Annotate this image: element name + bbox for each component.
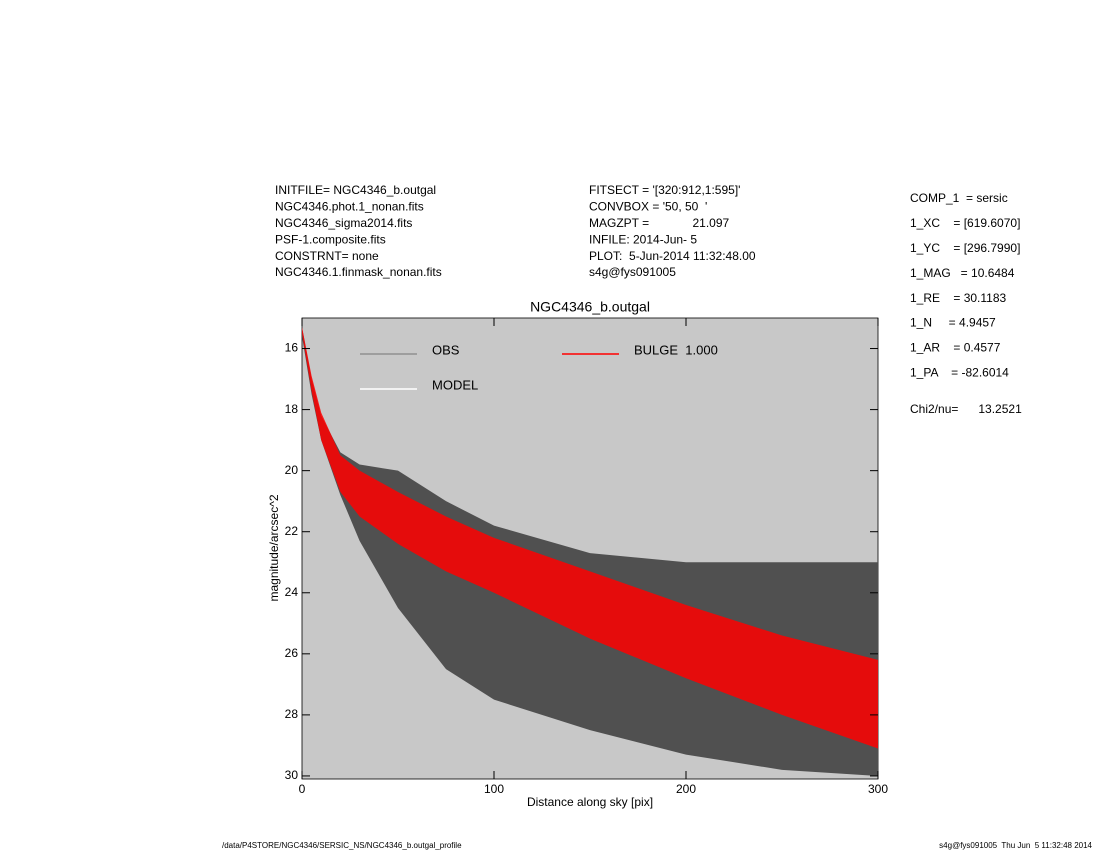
header-left-line: PSF-1.composite.fits: [275, 232, 386, 246]
header-middle-line: CONVBOX = '50, 50 ': [589, 200, 707, 214]
legend-label: MODEL: [432, 377, 478, 392]
footer-left: /data/P4STORE/NGC4346/SERSIC_NS/NGC4346_…: [222, 841, 462, 850]
header-middle-line: MAGZPT = 21.097: [589, 216, 729, 230]
x-tick-label: 100: [484, 782, 504, 796]
footer-right: s4g@fys091005 Thu Jun 5 11:32:48 2014: [939, 841, 1092, 850]
header-middle-line: FITSECT = '[320:912,1:595]': [589, 183, 740, 197]
header-middle-line: s4g@fys091005: [589, 265, 676, 279]
y-tick-label: 20: [285, 463, 299, 477]
x-tick-label: 300: [868, 782, 888, 796]
x-tick-label: 0: [299, 782, 306, 796]
header-middle-line: INFILE: 2014-Jun- 5: [589, 232, 697, 246]
chi2: Chi2/nu= 13.2521: [910, 402, 1022, 416]
header-left-line: NGC4346.1.finmask_nonan.fits: [275, 265, 442, 279]
y-tick-label: 24: [285, 585, 299, 599]
band: [302, 327, 878, 749]
header-left-line: NGC4346_sigma2014.fits: [275, 216, 412, 230]
header-middle-line: PLOT: 5-Jun-2014 11:32:48.00: [589, 249, 756, 263]
parameter: 1_YC = [296.7990]: [910, 241, 1020, 255]
parameter: 1_PA = -82.6014: [910, 365, 1009, 379]
parameter: 1_AR = 0.4577: [910, 341, 1001, 355]
y-tick-label: 26: [285, 646, 299, 660]
header-left-line: NGC4346.phot.1_nonan.fits: [275, 200, 424, 214]
x-tick-label: 200: [676, 782, 696, 796]
parameter: COMP_1 = sersic: [910, 191, 1008, 205]
header-left-line: CONSTRNT= none: [275, 249, 379, 263]
y-tick-label: 28: [285, 707, 299, 721]
y-tick-label: 16: [285, 341, 299, 355]
legend-label: BULGE 1.000: [634, 342, 718, 357]
parameter: 1_N = 4.9457: [910, 316, 996, 330]
x-axis-label: Distance along sky [pix]: [527, 795, 653, 809]
legend-label: OBS: [432, 342, 460, 357]
parameter: 1_XC = [619.6070]: [910, 216, 1020, 230]
y-axis-label: magnitude/arcsec^2: [267, 494, 281, 601]
y-tick-label: 22: [285, 524, 299, 538]
parameter: 1_MAG = 10.6484: [910, 266, 1015, 280]
parameter: 1_RE = 30.1183: [910, 291, 1007, 305]
header-left-line: INITFILE= NGC4346_b.outgal: [275, 183, 436, 197]
y-tick-label: 18: [285, 402, 299, 416]
y-tick-label: 30: [285, 768, 299, 782]
chart-title: NGC4346_b.outgal: [530, 299, 650, 315]
